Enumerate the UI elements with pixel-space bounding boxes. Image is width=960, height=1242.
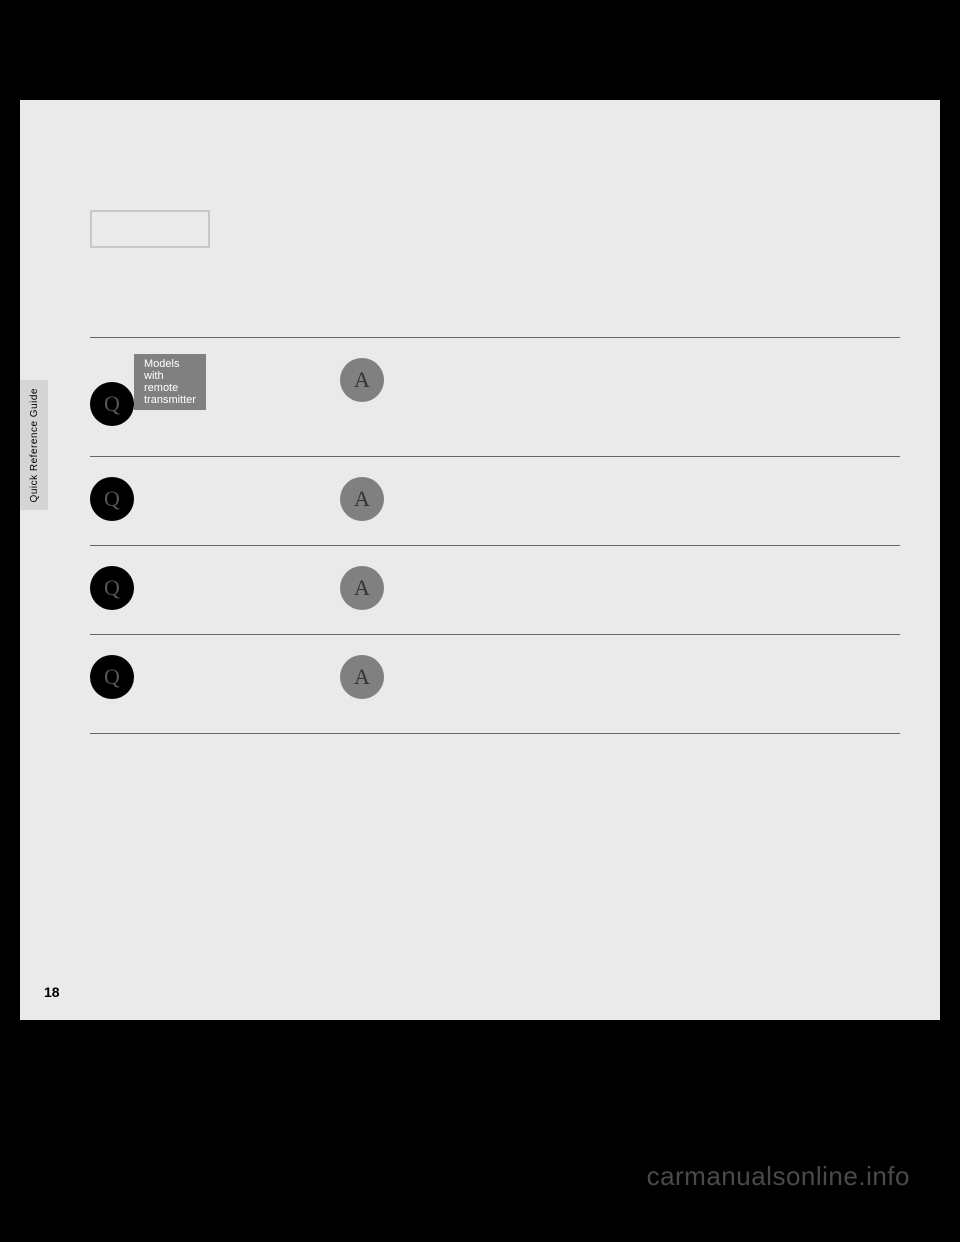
qa-row: Q A	[90, 649, 900, 719]
page-number: 18	[44, 984, 60, 1000]
q-glyph: Q	[104, 575, 120, 601]
divider	[90, 634, 900, 635]
qa-row: Q A	[90, 560, 900, 620]
side-tab-label: Quick Reference Guide	[29, 388, 40, 502]
answer-column: A	[340, 655, 900, 699]
q-glyph: Q	[104, 664, 120, 690]
model-tag-text: Models with remote transmitter	[144, 358, 196, 406]
a-glyph: A	[354, 367, 370, 393]
divider	[90, 456, 900, 457]
content-area: Models with remote transmitter Q A Q A	[90, 210, 900, 748]
q-icon: Q	[90, 566, 134, 610]
header-badge-box	[90, 210, 210, 248]
divider	[90, 545, 900, 546]
question-column: Q	[90, 566, 340, 610]
q-icon: Q	[90, 382, 134, 426]
answer-column: A	[340, 566, 900, 610]
q-glyph: Q	[104, 486, 120, 512]
a-glyph: A	[354, 664, 370, 690]
page-container: Quick Reference Guide Models with remote…	[20, 100, 940, 1020]
a-icon: A	[340, 477, 384, 521]
question-column: Q	[90, 655, 340, 699]
a-glyph: A	[354, 575, 370, 601]
a-icon: A	[340, 566, 384, 610]
a-icon: A	[340, 358, 384, 402]
question-column: Q	[90, 477, 340, 521]
q-glyph: Q	[104, 391, 120, 417]
question-column: Models with remote transmitter Q	[90, 358, 340, 426]
model-tag: Models with remote transmitter	[134, 354, 206, 410]
question-block: Models with remote transmitter Q	[90, 378, 134, 426]
qa-row: Models with remote transmitter Q A	[90, 352, 900, 442]
a-glyph: A	[354, 486, 370, 512]
q-icon: Q	[90, 477, 134, 521]
divider	[90, 733, 900, 734]
watermark-text: carmanualsonline.info	[647, 1161, 910, 1192]
q-icon: Q	[90, 655, 134, 699]
answer-column: A	[340, 358, 900, 402]
qa-row: Q A	[90, 471, 900, 531]
a-icon: A	[340, 655, 384, 699]
answer-column: A	[340, 477, 900, 521]
divider	[90, 337, 900, 338]
side-tab: Quick Reference Guide	[20, 380, 48, 510]
